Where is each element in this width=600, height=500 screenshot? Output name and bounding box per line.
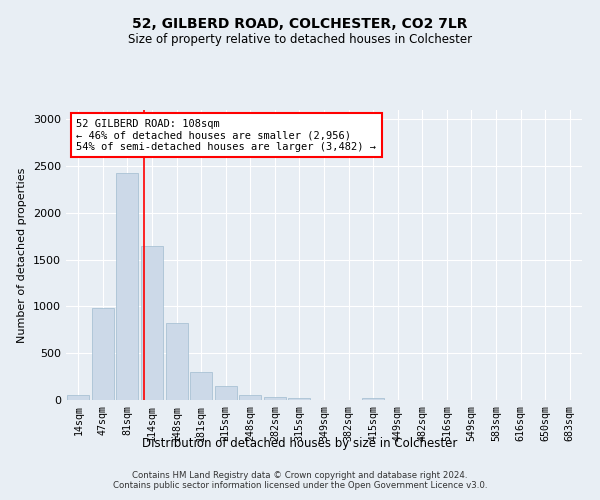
- Bar: [141, 246, 163, 400]
- Bar: [92, 308, 114, 400]
- Bar: [116, 172, 139, 400]
- Bar: [67, 396, 89, 400]
- Text: 52, GILBERD ROAD, COLCHESTER, CO2 7LR: 52, GILBERD ROAD, COLCHESTER, CO2 7LR: [132, 18, 468, 32]
- Bar: [362, 398, 384, 400]
- Text: 52 GILBERD ROAD: 108sqm
← 46% of detached houses are smaller (2,956)
54% of semi: 52 GILBERD ROAD: 108sqm ← 46% of detache…: [76, 118, 376, 152]
- Y-axis label: Number of detached properties: Number of detached properties: [17, 168, 28, 342]
- Bar: [166, 324, 188, 400]
- Text: Distribution of detached houses by size in Colchester: Distribution of detached houses by size …: [142, 438, 458, 450]
- Bar: [215, 386, 237, 400]
- Bar: [239, 396, 262, 400]
- Bar: [289, 398, 310, 400]
- Bar: [264, 396, 286, 400]
- Text: Size of property relative to detached houses in Colchester: Size of property relative to detached ho…: [128, 32, 472, 46]
- Text: Contains HM Land Registry data © Crown copyright and database right 2024.
Contai: Contains HM Land Registry data © Crown c…: [113, 470, 487, 490]
- Bar: [190, 372, 212, 400]
